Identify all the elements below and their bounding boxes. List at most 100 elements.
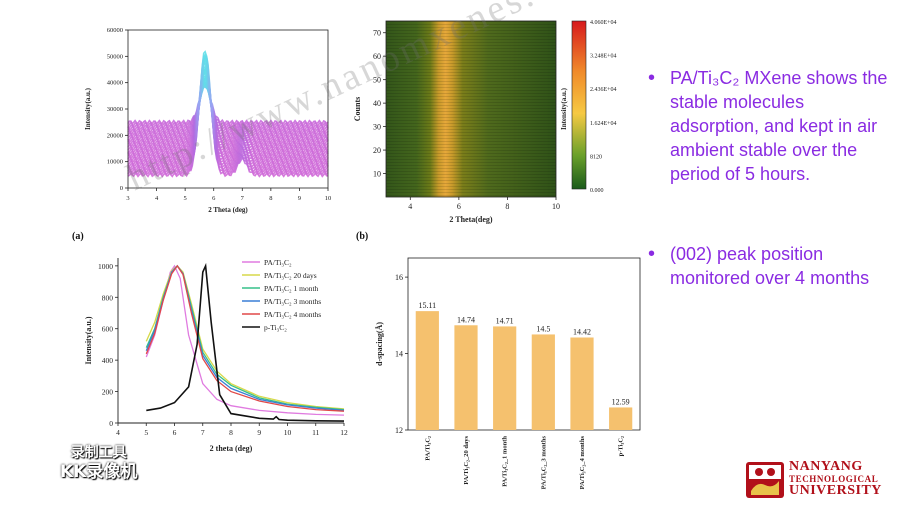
colorbar-tick-label: 4.060E+04: [590, 20, 617, 26]
waterfall-trace: [127, 50, 329, 178]
waterfall-ylabel: Intensity(a.u.): [84, 87, 92, 130]
colorbar: [571, 20, 587, 190]
bar-ylabel: d-spacing(Å): [375, 322, 384, 366]
dspacing-value-label: 14.74: [457, 315, 475, 324]
xrd-xtick-label: 9: [257, 428, 261, 437]
heatmap-xtick-label: 10: [552, 202, 560, 211]
xrd-legend-label: PA/Ti₃C₂: [264, 258, 292, 267]
dspacing-category-label: PA/Ti₃C₂_20 days: [463, 436, 470, 485]
heatmap-ylabel: Counts: [353, 97, 362, 121]
xrd-xtick-label: 8: [229, 428, 233, 437]
colorbar-tick-label: 0.000: [590, 188, 604, 194]
university-logo: NANYANG TECHNOLOGICAL UNIVERSITY: [745, 459, 895, 501]
xrd-xtick-label: 6: [173, 428, 177, 437]
colorbar-label: Intensity(a.u.): [560, 87, 568, 130]
recorder-line2: KK录像机: [60, 462, 138, 482]
crest-icon: [746, 462, 784, 498]
xrd-xlabel: 2 theta (deg): [210, 444, 253, 453]
xrd-legend-label: p-Ti₃C₂: [264, 323, 287, 332]
dspacing-value-label: 14.71: [496, 316, 514, 325]
heatmap-chart: 4 6 8 10 10 20 30 40 50 60 70 2 Theta(deg) Counts 4.0…: [353, 20, 617, 224]
waterfall-xtick-label: 5: [184, 195, 187, 202]
heatmap-xtick-label: 8: [505, 202, 509, 211]
bar-frame: [407, 257, 641, 431]
bullet-peak-position: (002) peak position monitored over 4 mon…: [648, 242, 898, 290]
heatmap-ytick-label: 30: [373, 123, 381, 132]
xrd-xtick-label: 10: [284, 428, 292, 437]
xrd-legend-label: PA/Ti₃C₂ 1 month: [264, 284, 319, 293]
panel-label-b: (b): [356, 231, 369, 242]
dspacing-bar-chart: 15.11 PA/Ti₃C₂ 14.74 PA/Ti₃C₂_20 days 14.71 P…: [375, 257, 641, 490]
dspacing-category-label: PA/Ti₃C₂_3 months: [540, 436, 547, 490]
waterfall-trace: [127, 57, 329, 168]
dspacing-category-label: p-Ti₃C₂: [618, 436, 625, 456]
colorbar-tick-label: 3.248E+04: [590, 54, 617, 60]
xrd-ylabel: Intensity(a.u.): [84, 316, 93, 364]
colorbar-tick-label: 1.624E+04: [590, 121, 617, 127]
waterfall-chart: 3 4 5 6 7 8 9 10 0 10000 20000 30000 40000 50000 60000…: [84, 27, 332, 214]
waterfall-xtick-label: 8: [269, 195, 272, 202]
heatmap-frame: [385, 20, 557, 198]
heatmap-ytick-label: 20: [373, 146, 381, 155]
waterfall-ytick-label: 40000: [107, 80, 123, 87]
dspacing-bar: [531, 334, 555, 430]
heatmap-ytick-label: 50: [373, 76, 381, 85]
waterfall-trace: [127, 78, 329, 142]
dspacing-bar: [570, 337, 594, 430]
bar-ytick-label: 14: [395, 350, 403, 359]
recorder-overlay: 录制工具 KK录像机: [60, 444, 137, 482]
bullet-stability: PA/Ti₃C₂ MXene shows the stable molecule…: [648, 66, 898, 186]
bar-ytick-label: 12: [395, 426, 403, 435]
xrd-series-line: [145, 265, 345, 410]
waterfall-trace: [127, 82, 329, 130]
panel-label-a: (a): [72, 231, 84, 242]
waterfall-xtick-label: 3: [126, 195, 129, 202]
recorder-line1: 录制工具: [70, 445, 127, 461]
dspacing-bar: [454, 325, 478, 430]
waterfall-xtick-label: 7: [241, 195, 245, 202]
xrd-series-line: [146, 262, 345, 422]
heatmap-xlabel: 2 Theta(deg): [449, 215, 493, 224]
dspacing-category-label: PA/Ti₃C₂: [424, 436, 431, 461]
waterfall-ytick-label: 30000: [107, 106, 123, 113]
waterfall-ytick-label: 60000: [107, 27, 123, 34]
xrd-xtick-label: 7: [201, 428, 205, 437]
dspacing-category-label: PA/Ti₃C₂_4 months: [579, 436, 586, 490]
dspacing-bar: [609, 407, 633, 430]
dspacing-value-label: 14.5: [536, 324, 550, 333]
dspacing-value-label: 12.59: [612, 397, 630, 406]
waterfall-trace: [127, 72, 329, 154]
logo-line1: NANYANG: [789, 459, 863, 474]
heatmap-ytick-label: 70: [373, 29, 381, 38]
waterfall-ytick-label: 50000: [107, 53, 123, 60]
dspacing-category-label: PA/Ti₃C₂_1 month: [502, 436, 509, 487]
logo-line3: UNIVERSITY: [789, 483, 882, 498]
xrd-ytick-label: 800: [102, 293, 114, 302]
waterfall-xtick-label: 10: [325, 195, 332, 202]
colorbar-tick-label: 8120: [590, 154, 602, 160]
xrd-chart: 4 5 6 7 8 9 10 11 12 0 200 400 600 800 1000 2 theta (de…: [84, 258, 348, 453]
xrd-ytick-label: 600: [102, 325, 114, 334]
waterfall-xtick-label: 9: [298, 195, 301, 202]
xrd-xtick-label: 11: [312, 428, 319, 437]
dspacing-value-label: 15.11: [418, 301, 436, 310]
heatmap-ytick-label: 60: [373, 52, 381, 61]
xrd-ytick-label: 200: [102, 388, 114, 397]
xrd-xtick-label: 12: [340, 428, 348, 437]
dspacing-value-label: 14.42: [573, 328, 591, 337]
logo-line2: TECHNOLOGICAL: [789, 474, 879, 484]
heatmap-ytick-label: 10: [373, 170, 381, 179]
waterfall-ytick-label: 10000: [107, 159, 123, 166]
heatmap-stripes: [386, 21, 556, 197]
xrd-xtick-label: 5: [144, 428, 148, 437]
dspacing-bar: [493, 326, 517, 430]
xrd-ytick-label: 1000: [98, 262, 113, 271]
xrd-ytick-label: 400: [102, 356, 114, 365]
xrd-legend-label: PA/Ti₃C₂ 4 months: [264, 310, 321, 319]
colorbar-tick-label: 2.436E+04: [590, 87, 617, 93]
heatmap-xtick-label: 4: [408, 202, 412, 211]
xrd-xtick-label: 4: [116, 428, 120, 437]
heatmap-xtick-label: 6: [457, 202, 461, 211]
xrd-legend-label: PA/Ti₃C₂ 3 months: [264, 297, 321, 306]
xrd-legend-label: PA/Ti₃C₂ 20 days: [264, 271, 317, 280]
